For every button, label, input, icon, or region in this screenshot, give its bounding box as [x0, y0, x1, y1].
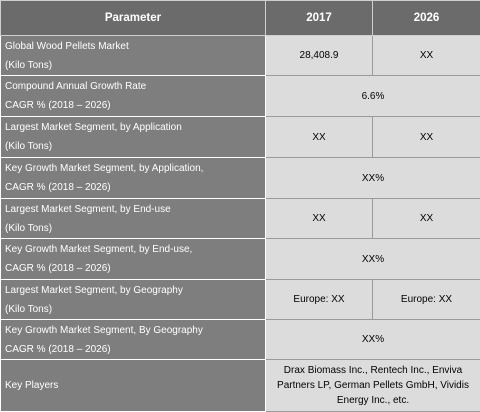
row-label-line2: (Kilo Tons) [5, 141, 53, 152]
row-label-line1: Largest Market Segment, by Application [5, 122, 182, 133]
row-label: Key Growth Market Segment, by Applicatio… [0, 157, 266, 199]
table-row: Key Players Drax Biomass Inc., Rentech I… [0, 359, 480, 412]
row-label-line1: Largest Market Segment, by End-use [5, 203, 171, 215]
row-label-line1: Global Wood Pellets Market [5, 40, 129, 52]
table-row: Compound Annual Growth Rate CAGR % (2018… [0, 75, 480, 117]
value-2026: XX [372, 116, 480, 158]
row-label: Largest Market Segment, by Application (… [0, 116, 266, 158]
row-label: Key Growth Market Segment, By Geography … [0, 319, 266, 360]
row-label-line1: Largest Market Segment, by Geography [5, 284, 183, 296]
row-label-line1: Key Growth Market Segment, By Geography [5, 324, 203, 336]
key-players-line3: Energy Inc., etc. [336, 395, 410, 406]
row-label: Global Wood Pellets Market (Kilo Tons) [0, 35, 266, 76]
value-merged: XX% [265, 319, 480, 360]
row-label-line1: Compound Annual Growth Rate [5, 81, 147, 92]
table-row: Key Growth Market Segment, by End-use, C… [0, 238, 480, 280]
value-merged: XX% [265, 238, 480, 280]
row-label-line2: CAGR % (2018 – 2026) [5, 343, 111, 355]
header-row: Parameter 2017 2026 [0, 0, 480, 36]
value-2017: Europe: XX [265, 279, 373, 320]
key-players-line2: Partners LP, German Pellets GmbH, Vividi… [277, 380, 469, 391]
row-label-line1: Key Growth Market Segment, by Applicatio… [5, 163, 204, 174]
key-players-line1: Drax Biomass Inc., Rentech Inc., Enviva [283, 365, 463, 376]
table-row: Key Growth Market Segment, by Applicatio… [0, 157, 480, 199]
row-label-line2: (Kilo Tons) [5, 59, 53, 71]
value-2026: Europe: XX [372, 279, 480, 320]
table-row: Largest Market Segment, by End-use (Kilo… [0, 198, 480, 239]
row-label-line2: (Kilo Tons) [5, 303, 53, 315]
value-2026: XX [372, 198, 480, 239]
row-label: Largest Market Segment, by Geography (Ki… [0, 279, 266, 320]
row-label-line2: CAGR % (2018 – 2026) [5, 100, 111, 111]
value-2017: XX [265, 198, 373, 239]
value-2017: XX [265, 116, 373, 158]
row-label-line2: (Kilo Tons) [5, 222, 53, 234]
value-2026: XX [372, 35, 480, 76]
value-merged: Drax Biomass Inc., Rentech Inc., Enviva … [265, 359, 480, 412]
value-merged: XX% [265, 157, 480, 199]
value-2017: 28,408.9 [265, 35, 373, 76]
table-row: Key Growth Market Segment, By Geography … [0, 319, 480, 360]
table-row: Largest Market Segment, by Application (… [0, 116, 480, 158]
row-label: Key Growth Market Segment, by End-use, C… [0, 238, 266, 280]
header-2026: 2026 [372, 0, 480, 36]
row-label-line2: CAGR % (2018 – 2026) [5, 263, 111, 274]
header-parameter: Parameter [0, 0, 266, 36]
table-row: Largest Market Segment, by Geography (Ki… [0, 279, 480, 320]
row-label: Compound Annual Growth Rate CAGR % (2018… [0, 75, 266, 117]
header-2017: 2017 [265, 0, 373, 36]
row-label-line2: CAGR % (2018 – 2026) [5, 182, 111, 193]
value-merged: 6.6% [265, 75, 480, 117]
table-row: Global Wood Pellets Market (Kilo Tons) 2… [0, 35, 480, 76]
row-label: Largest Market Segment, by End-use (Kilo… [0, 198, 266, 239]
row-label-line1: Key Growth Market Segment, by End-use, [5, 244, 193, 255]
row-label: Key Players [0, 359, 266, 412]
row-label-line1: Key Players [5, 380, 59, 391]
